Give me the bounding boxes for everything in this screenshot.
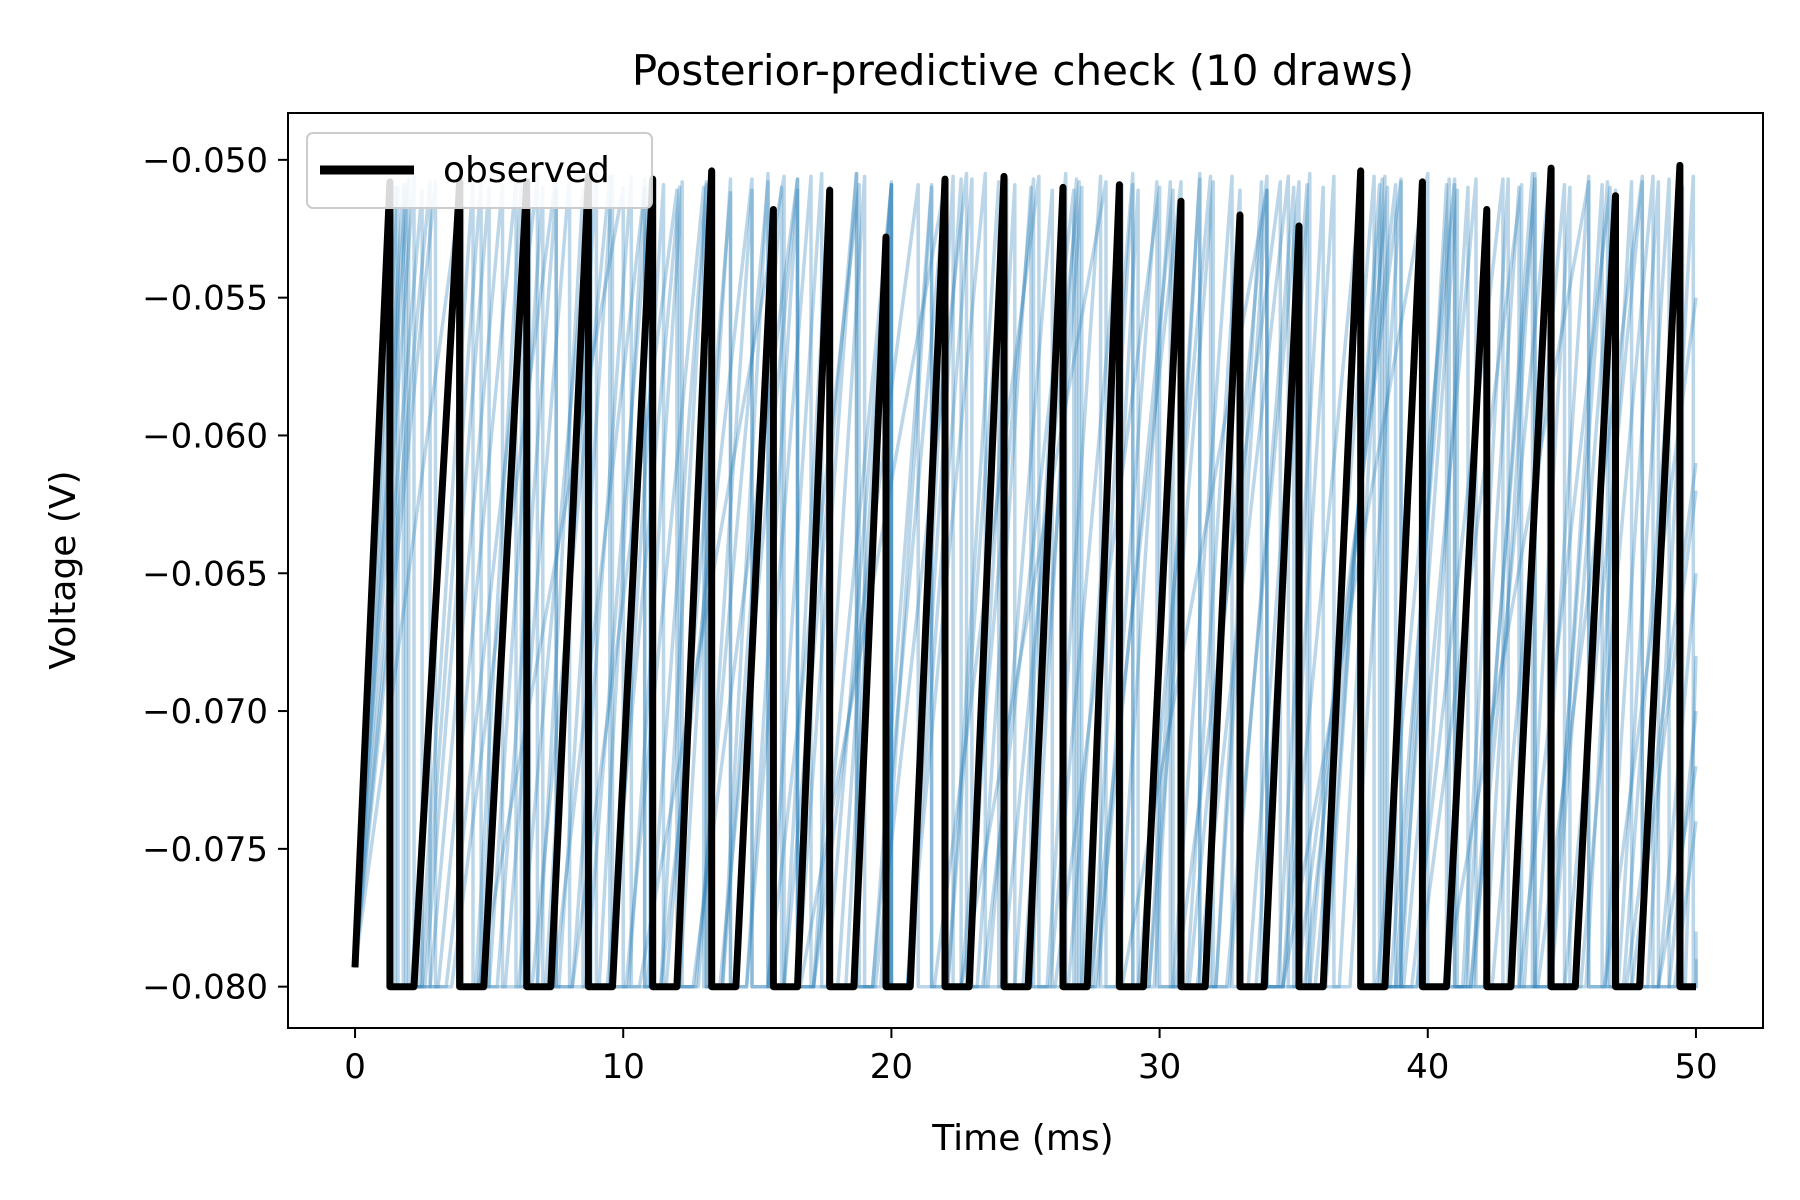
y-tick-label: −0.070 [142,692,268,732]
observed-line [351,161,1696,991]
y-axis-label: Voltage (V) [43,470,84,669]
x-tick-label: 50 [1674,1047,1717,1087]
draw-line-9 [353,171,1698,989]
chart-title: Posterior-predictive check (10 draws) [632,46,1414,95]
legend-observed-label: observed [443,150,610,191]
x-tick-label: 30 [1138,1047,1181,1087]
y-tick-label: −0.060 [142,416,268,456]
x-axis-label: Time (ms) [931,1118,1113,1159]
draw-line-1 [353,171,1698,989]
legend: observed [306,132,653,209]
observed-series-group [351,161,1696,991]
plot-frame [287,112,1764,1029]
y-tick-label: −0.065 [142,554,268,594]
y-tick-label: −0.075 [142,830,268,870]
x-tick-label: 20 [870,1047,913,1087]
y-tick-label: −0.050 [142,141,268,181]
x-tick-label: 40 [1406,1047,1449,1087]
y-axis: −0.050 −0.055 −0.060 −0.065 −0.070 −0.075 −0.0… [142,141,288,1008]
x-tick-label: 10 [602,1047,645,1087]
draw-line-5 [353,171,1698,989]
y-tick-label: −0.080 [142,968,268,1008]
legend-box [306,132,653,209]
draw-line-3 [353,171,1698,989]
x-axis: 0 10 20 30 40 50 [344,1028,1718,1087]
x-tick-label: 0 [344,1047,366,1087]
y-tick-label: −0.055 [142,279,268,319]
